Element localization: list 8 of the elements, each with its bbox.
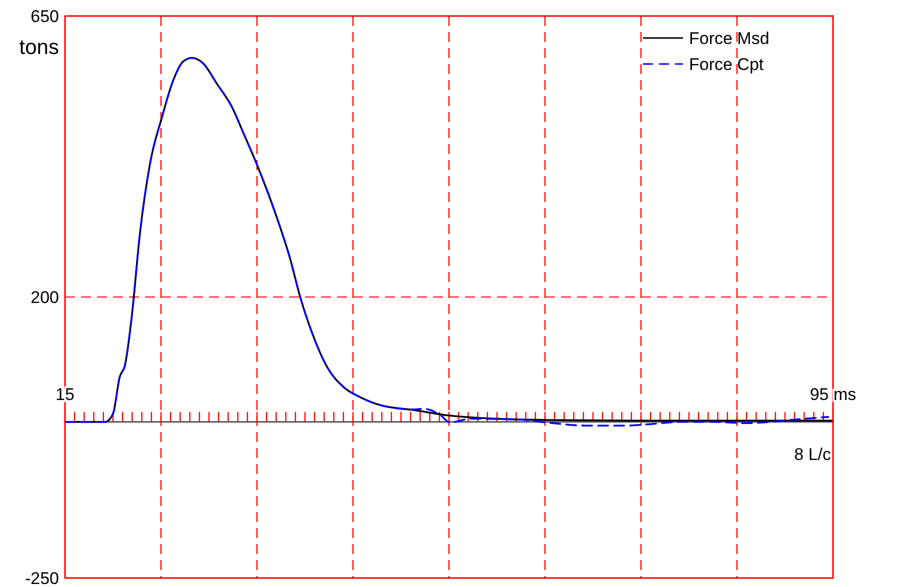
y-tick-label: 200: [30, 288, 59, 307]
y-tick-label: 650: [30, 6, 59, 26]
legend-label: Force Cpt: [689, 54, 764, 74]
y-tick-label: -250: [24, 568, 59, 587]
annotation: 8 L/c: [794, 444, 832, 464]
y-axis-title: tons: [19, 36, 59, 59]
legend-label: Force Msd: [689, 28, 770, 48]
x-tick-label: 95 ms: [810, 384, 856, 404]
